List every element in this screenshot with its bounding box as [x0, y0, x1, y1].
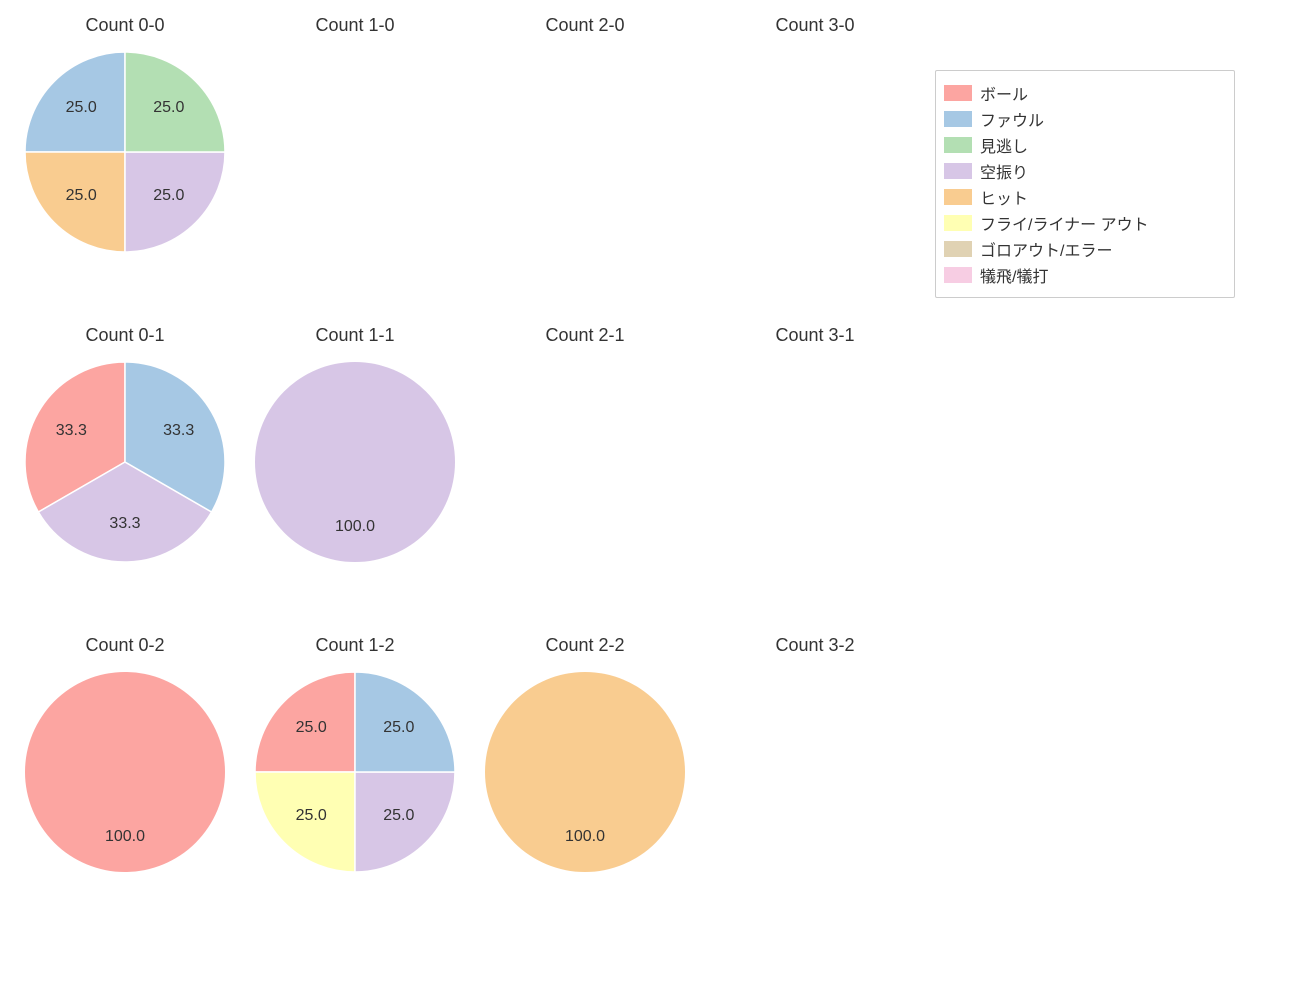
pie-slice-flyliner: [255, 772, 355, 872]
legend-item-foul: ファウル: [944, 107, 1224, 131]
legend-label: ヒット: [980, 185, 1028, 209]
legend-swatch: [944, 189, 972, 205]
panel-count-count1-1: Count 1-1 100.0: [240, 318, 470, 628]
pie-area: [715, 52, 915, 252]
pie-chart: [255, 672, 455, 872]
pie-area: 100.0: [485, 672, 685, 872]
pie-slice-swing: [125, 152, 225, 252]
chart-canvas: Count 0-025.025.025.025.0Count 1-0Count …: [0, 0, 1300, 1000]
legend-item-hit: ヒット: [944, 185, 1224, 209]
panel-count-count3-1: Count 3-1: [700, 318, 930, 628]
panel-count-count2-0: Count 2-0: [470, 8, 700, 318]
pie-area: 25.025.025.025.0: [25, 52, 225, 252]
panel-title: Count 3-2: [700, 628, 930, 662]
legend-swatch: [944, 111, 972, 127]
pie-area: 25.025.025.025.0: [255, 672, 455, 872]
pie-area: [715, 672, 915, 872]
pie-chart: [25, 52, 225, 252]
pie-slice-ball: [25, 672, 225, 872]
panel-count-count2-2: Count 2-2 100.0: [470, 628, 700, 938]
legend-swatch: [944, 241, 972, 257]
pie-area: 100.0: [255, 362, 455, 562]
legend-label: フライ/ライナー アウト: [980, 211, 1149, 235]
pie-chart: [25, 362, 225, 562]
legend-label: ファウル: [980, 107, 1044, 131]
panel-title: Count 1-1: [240, 318, 470, 352]
panel-count-count3-0: Count 3-0: [700, 8, 930, 318]
panel-title: Count 1-2: [240, 628, 470, 662]
legend-item-sac: 犠飛/犠打: [944, 263, 1224, 287]
panel-count-count1-0: Count 1-0: [240, 8, 470, 318]
panel-count-count1-2: Count 1-2 25.025.025.025.0: [240, 628, 470, 938]
pie-area: 33.333.333.3: [25, 362, 225, 562]
panel-title: Count 0-0: [10, 8, 240, 42]
panel-title: Count 3-1: [700, 318, 930, 352]
pie-slice-miss: [125, 52, 225, 152]
legend-label: 見逃し: [980, 133, 1028, 157]
legend-swatch: [944, 85, 972, 101]
panel-count-count3-2: Count 3-2: [700, 628, 930, 938]
panel-count-count0-2: Count 0-2 100.0: [10, 628, 240, 938]
legend-label: 犠飛/犠打: [980, 263, 1048, 287]
pie-slice-hit: [25, 152, 125, 252]
pie-slice-hit: [485, 672, 685, 872]
legend-swatch: [944, 215, 972, 231]
panel-count-count0-1: Count 0-1 33.333.333.3: [10, 318, 240, 628]
pie-slice-swing: [255, 362, 455, 562]
pie-area: [485, 52, 685, 252]
pie-area: [255, 52, 455, 252]
pie-chart: [25, 672, 225, 872]
pie-area: 100.0: [25, 672, 225, 872]
legend-item-miss: 見逃し: [944, 133, 1224, 157]
legend-label: ボール: [980, 81, 1028, 105]
pie-slice-ball: [255, 672, 355, 772]
panel-title: Count 1-0: [240, 8, 470, 42]
panel-title: Count 2-1: [470, 318, 700, 352]
pie-slice-foul: [355, 672, 455, 772]
legend-label: ゴロアウト/エラー: [980, 237, 1112, 261]
panel-title: Count 0-1: [10, 318, 240, 352]
pie-area: [715, 362, 915, 562]
panel-count-count2-1: Count 2-1: [470, 318, 700, 628]
legend: ボールファウル見逃し空振りヒットフライ/ライナー アウトゴロアウト/エラー犠飛/…: [935, 70, 1235, 298]
pie-slice-foul: [25, 52, 125, 152]
pie-chart: [255, 362, 455, 562]
legend-item-ball: ボール: [944, 81, 1224, 105]
legend-item-swing: 空振り: [944, 159, 1224, 183]
legend-swatch: [944, 163, 972, 179]
panel-count-count0-0: Count 0-0 25.025.025.025.0: [10, 8, 240, 318]
legend-swatch: [944, 267, 972, 283]
panel-title: Count 2-2: [470, 628, 700, 662]
panel-title: Count 2-0: [470, 8, 700, 42]
pie-chart: [485, 672, 685, 872]
pie-slice-swing: [355, 772, 455, 872]
legend-item-ground: ゴロアウト/エラー: [944, 237, 1224, 261]
pie-area: [485, 362, 685, 562]
legend-swatch: [944, 137, 972, 153]
panel-title: Count 0-2: [10, 628, 240, 662]
legend-label: 空振り: [980, 159, 1028, 183]
legend-item-flyliner: フライ/ライナー アウト: [944, 211, 1224, 235]
panel-title: Count 3-0: [700, 8, 930, 42]
